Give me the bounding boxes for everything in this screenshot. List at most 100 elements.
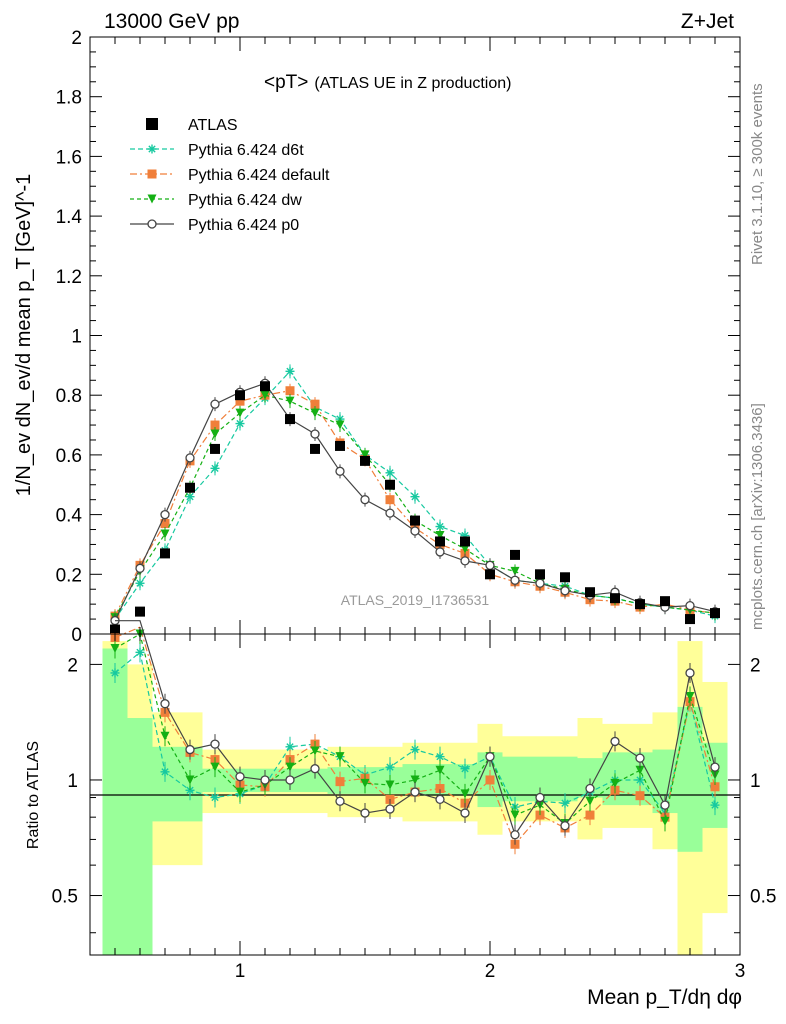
ratio-series-marker [435, 784, 445, 794]
ratio-series-marker [185, 785, 195, 795]
asterisk-stroke [386, 763, 394, 771]
asterisk-stroke [411, 493, 419, 501]
main-series-marker [560, 586, 570, 596]
ratio-series-marker [360, 778, 370, 788]
ratio-series-marker [585, 783, 595, 794]
atlas-data-point [410, 515, 420, 526]
atlas-data-point [385, 479, 395, 490]
ratio-series-marker [210, 739, 220, 749]
main-y-tick-label: 0.2 [56, 565, 82, 586]
atlas-data-point [285, 414, 295, 425]
ratio-series-marker [360, 808, 370, 818]
ratio-series-marker [435, 794, 445, 805]
ratio-series-marker [635, 791, 645, 801]
main-series-marker [460, 556, 470, 566]
asterisk-stroke [286, 743, 294, 751]
ratio-y-ticks: 0.5 0.5 1 1 2 2 [52, 655, 776, 934]
main-series-marker [510, 575, 520, 585]
main-series-marker [285, 366, 295, 376]
header-left: 13000 GeV pp [104, 10, 239, 33]
ratio-series-marker [110, 644, 120, 654]
main-series-marker [335, 420, 345, 430]
ratio-series-marker [685, 691, 695, 701]
main-series-marker [160, 529, 170, 539]
ratio-series-marker [660, 800, 670, 810]
asterisk-stroke [436, 753, 444, 761]
main-y-tick-label: 1.6 [56, 147, 82, 168]
main-series-marker [310, 399, 320, 409]
ratio-series-marker [410, 775, 420, 785]
main-series-marker [385, 468, 395, 478]
ratio-series-marker [235, 772, 245, 782]
ratio-series-marker [610, 778, 620, 788]
green-band-segment [102, 648, 128, 955]
ratio-series-marker [285, 775, 295, 785]
ratio-series-marker [160, 699, 170, 709]
atlas-data-point [685, 614, 695, 625]
asterisk-stroke [436, 522, 444, 531]
ratio-series-marker [310, 764, 320, 774]
ratio-y-tick-label: 0.5 [52, 887, 78, 908]
ratio-series-marker [460, 789, 470, 799]
legend-marker [147, 219, 157, 229]
main-series-marker [460, 544, 470, 554]
atlas-data-point [560, 572, 570, 583]
asterisk-stroke [211, 464, 219, 472]
x-tick-label: 2 [485, 961, 496, 982]
main-series-marker [685, 600, 695, 611]
asterisk-stroke [136, 648, 144, 656]
atlas-data-point [185, 482, 195, 493]
legend-marker [147, 169, 157, 179]
ratio-series-marker [660, 816, 670, 826]
ratio-series-marker [535, 792, 545, 803]
ratio-series-marker [635, 765, 645, 775]
asterisk-stroke [411, 745, 419, 754]
ratio-series-marker [385, 762, 395, 772]
main-series-marker [185, 453, 195, 463]
ratio-series-marker [310, 746, 320, 756]
main-series-marker [210, 420, 220, 430]
ratio-series-marker [610, 736, 620, 747]
main-y-tick-label: 2 [71, 28, 82, 49]
legend-marker [147, 144, 157, 154]
ratio-y-tick-label: 1 [67, 771, 78, 792]
main-series-marker [135, 563, 145, 573]
ratio-y-tick-label-right: 1 [750, 771, 761, 792]
ratio-series-marker [335, 796, 345, 806]
atlas-data-point [585, 587, 595, 598]
asterisk-stroke [186, 493, 194, 501]
main-series-marker [135, 578, 145, 588]
main-series-marker [360, 450, 370, 460]
ratio-y-tick-label-right: 0.5 [750, 887, 776, 908]
main-panel: 0 0.2 0.4 0.6 0.8 1 1.2 1.4 1.6 1.8 2 1/N_ev dN_ev… [13, 28, 741, 646]
main-series-marker [160, 519, 170, 529]
main-series-marker [285, 396, 295, 406]
atlas-data-point [635, 599, 645, 610]
main-series-marker [310, 429, 320, 439]
ratio-series-marker [335, 752, 345, 762]
ratio-series-marker [410, 745, 420, 755]
legend: ATLAS Pythia 6.424 d6t Pythia 6.424 defaul… [130, 117, 330, 234]
atlas-data-point [710, 608, 720, 619]
ratio-series-marker [560, 798, 570, 808]
main-series-marker [485, 560, 495, 570]
atlas-data-point [235, 390, 245, 401]
ratio-series-marker [385, 804, 395, 814]
asterisk-stroke [286, 367, 294, 375]
asterisk-stroke [461, 765, 469, 773]
atlas-data-point [485, 569, 495, 580]
ratio-series-marker [460, 808, 470, 818]
main-y-ticks: 0 0.2 0.4 0.6 0.8 1 1.2 1.4 1.6 1.8 2 [56, 28, 740, 646]
main-y-tick-label: 0.8 [56, 386, 82, 407]
green-band-segment [152, 746, 203, 822]
x-tick-label: 1 [235, 961, 246, 982]
main-series-marker [235, 419, 245, 429]
ratio-series-marker [160, 731, 170, 741]
x-axis-label: Mean p_T/dη dφ [587, 986, 742, 1009]
ratio-series-marker [210, 762, 220, 772]
legend-marker [147, 194, 157, 204]
main-series-marker [260, 390, 270, 400]
analysis-id: ATLAS_2019_I1736531 [341, 592, 490, 608]
main-series-group [110, 364, 720, 628]
main-y-tick-label: 1.8 [56, 88, 82, 109]
